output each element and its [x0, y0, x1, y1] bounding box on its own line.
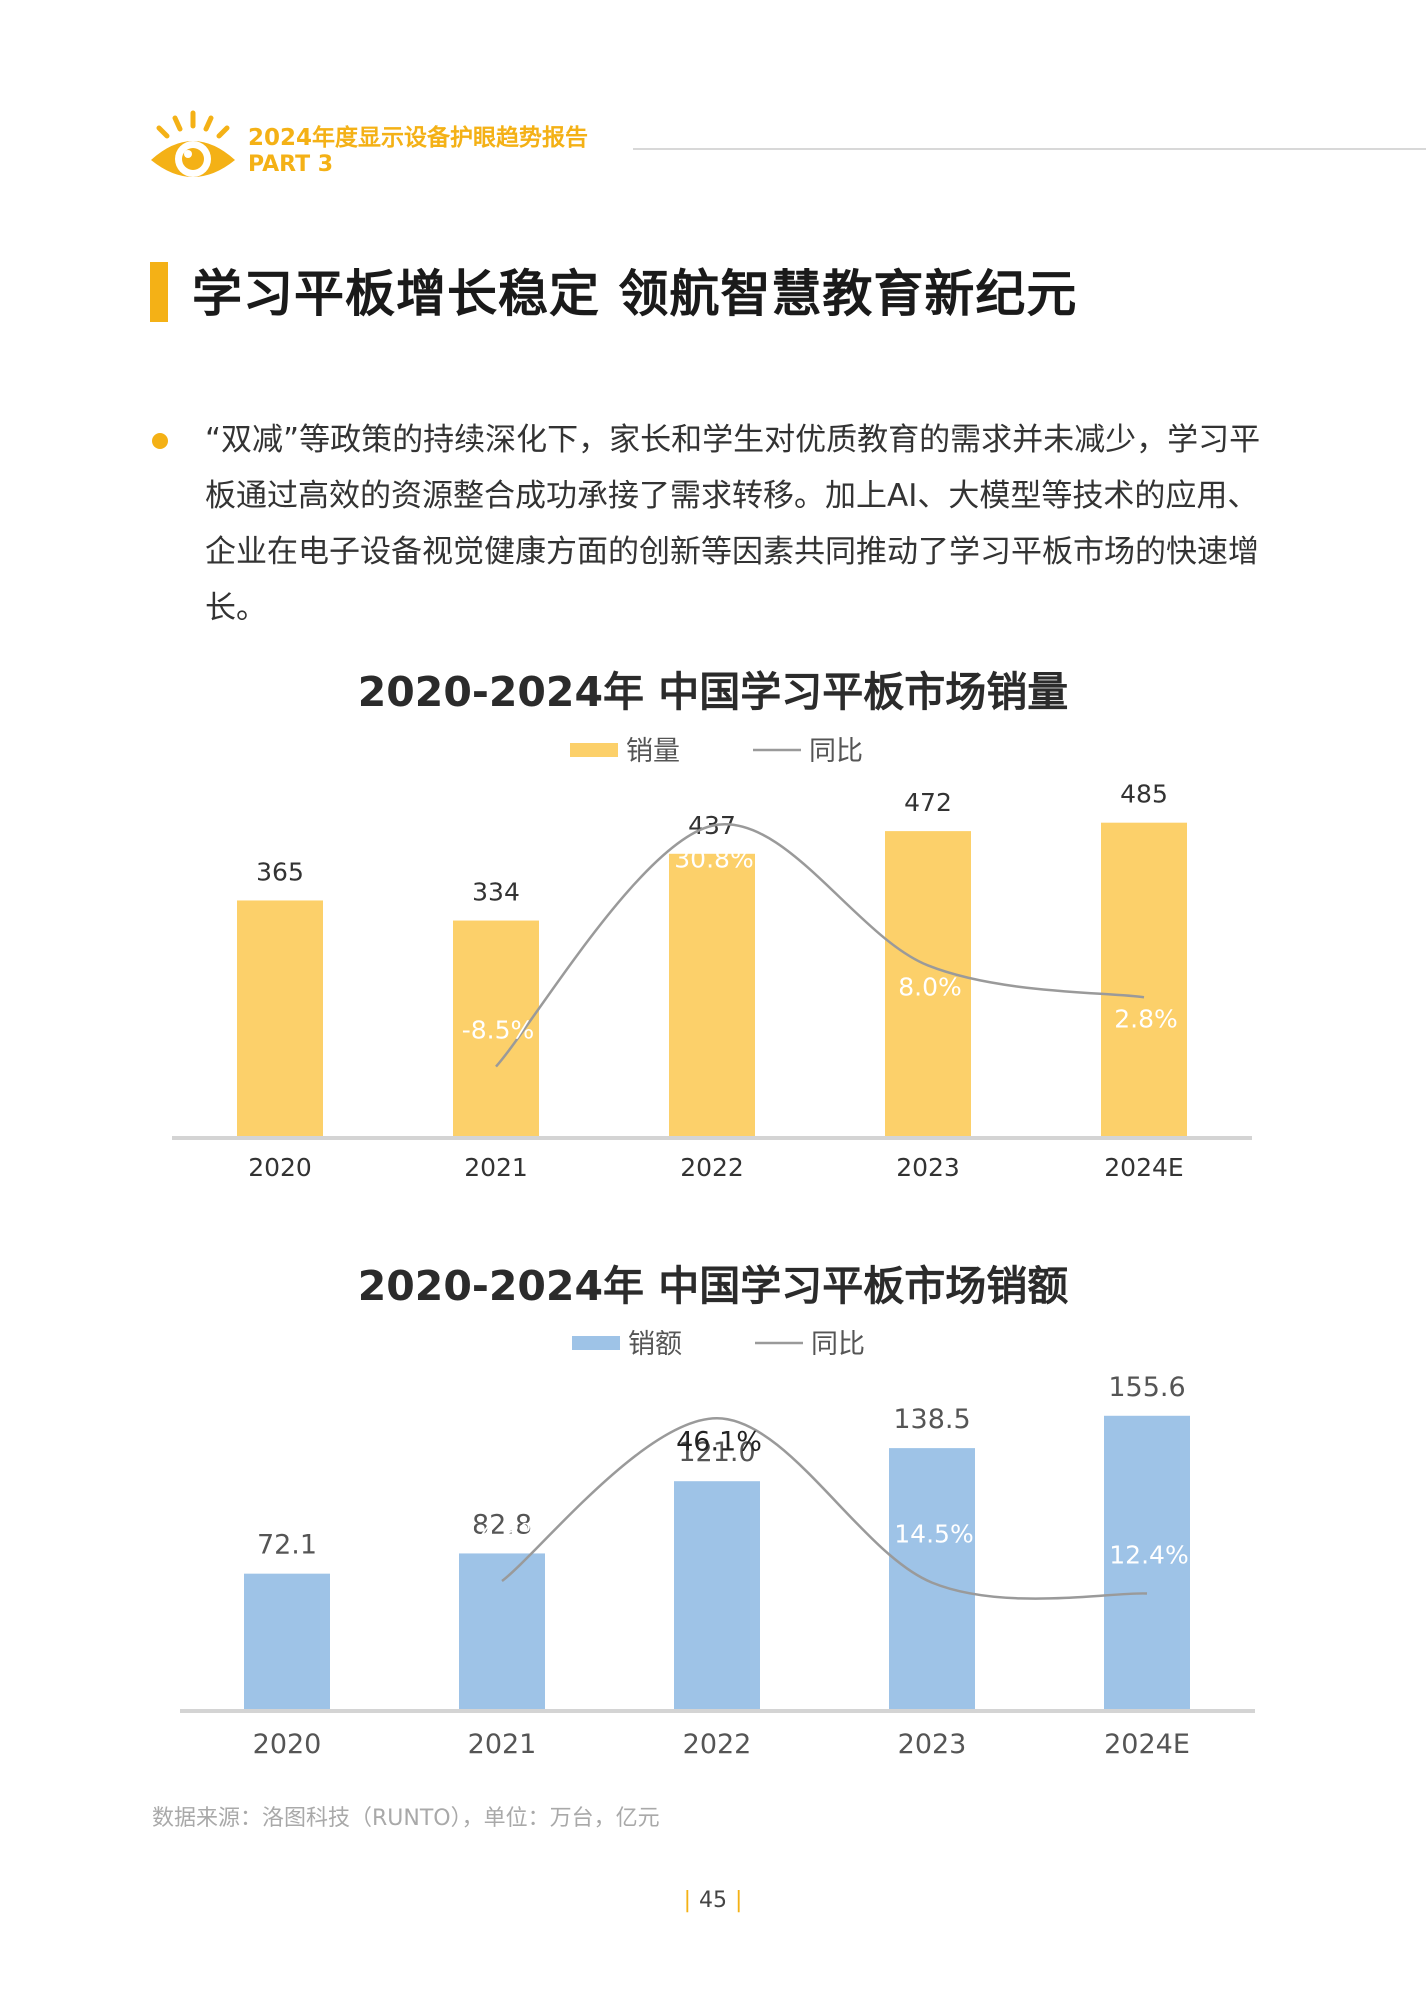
bar-2022: [669, 853, 755, 1137]
bar-2020: [244, 1573, 330, 1710]
x-tick-label: 2023: [896, 1153, 960, 1182]
x-tick-label: 2021: [464, 1153, 528, 1182]
bar-value-label: 82.8: [472, 1509, 532, 1540]
yoy-label: 2.8%: [1114, 1004, 1178, 1033]
x-tick-label: 2024E: [1104, 1729, 1190, 1760]
bar-value-label: 121.0: [678, 1437, 755, 1468]
bar-value-label: 365: [256, 857, 304, 886]
page-number-value: 45: [699, 1888, 727, 1913]
x-tick-label: 2023: [898, 1729, 967, 1760]
legend-bar-label: 销量: [626, 736, 680, 767]
yoy-label: -8.5%: [462, 1016, 535, 1045]
yoy-label: 14.5%: [894, 1520, 973, 1549]
body-paragraph: “双减”等政策的持续深化下，家长和学生对优质教育的需求并未减少，学习平板通过高效…: [205, 422, 1261, 626]
sales-revenue-chart: 2020-2024年 中国学习平板市场销额销额 同比 72.1 2020 82.8 202…: [0, 1250, 1426, 1790]
report-part: PART 3: [248, 152, 334, 177]
bar-value-label: 138.5: [893, 1404, 970, 1435]
report-title: 2024年度显示设备护眼趋势报告: [248, 125, 589, 151]
data-source-note: 数据来源：洛图科技（RUNTO），单位：万台，亿元: [152, 1806, 660, 1831]
x-tick-label: 2020: [248, 1153, 312, 1182]
eye-logo-icon: [151, 110, 235, 177]
bar-2023: [885, 831, 971, 1137]
yoy-line: [495, 822, 1145, 1068]
x-tick-label: 2021: [468, 1729, 537, 1760]
title-accent-bar: [150, 262, 168, 322]
yoy-label: 46.1%: [676, 1426, 762, 1457]
yoy-line: [501, 1417, 1148, 1600]
sales-volume-chart: 2020-2024年 中国学习平板市场销量销量 同比 365 2020 334 2021 4…: [0, 650, 1426, 1200]
bar-2024E: [1104, 1415, 1190, 1710]
page-number: | 45 |: [0, 1888, 1426, 1913]
legend-bar-swatch: [570, 743, 618, 757]
yoy-label: 12.4%: [1109, 1541, 1188, 1570]
page-title: 学习平板增长稳定 领航智慧教育新纪元: [192, 265, 1078, 323]
yoy-label: 30.8%: [674, 845, 753, 874]
bar-2020: [237, 900, 323, 1137]
bar-2021: [459, 1553, 545, 1710]
page-number-pipe-right: |: [735, 1888, 743, 1913]
bar-value-label: 334: [472, 878, 520, 907]
bar-2023: [889, 1448, 975, 1710]
legend-line-label: 同比: [811, 1329, 865, 1360]
legend-bar-label: 销额: [628, 1329, 682, 1360]
yoy-label: 14.8%: [464, 1518, 543, 1547]
page-number-pipe-left: |: [683, 1888, 691, 1913]
yoy-label: 8.0%: [898, 972, 962, 1001]
bar-value-label: 72.1: [257, 1530, 317, 1561]
x-tick-label: 2020: [253, 1729, 322, 1760]
bar-2024E: [1101, 822, 1187, 1137]
chart-title: 2020-2024年 中国学习平板市场销额: [358, 1262, 1069, 1310]
bar-value-label: 472: [904, 788, 952, 817]
x-tick-label: 2022: [680, 1153, 744, 1182]
x-tick-label: 2022: [683, 1729, 752, 1760]
bar-2022: [674, 1481, 760, 1710]
bar-value-label: 155.6: [1108, 1372, 1185, 1403]
bullet-icon: [152, 433, 168, 449]
chart-title: 2020-2024年 中国学习平板市场销量: [358, 668, 1069, 716]
x-tick-label: 2024E: [1104, 1153, 1183, 1182]
legend-line-label: 同比: [809, 736, 863, 767]
bar-value-label: 485: [1120, 780, 1168, 809]
legend-bar-swatch: [572, 1336, 620, 1350]
header-divider: [633, 148, 1426, 150]
report-header: 2024年度显示设备护眼趋势报告 PART 3: [148, 110, 1426, 190]
